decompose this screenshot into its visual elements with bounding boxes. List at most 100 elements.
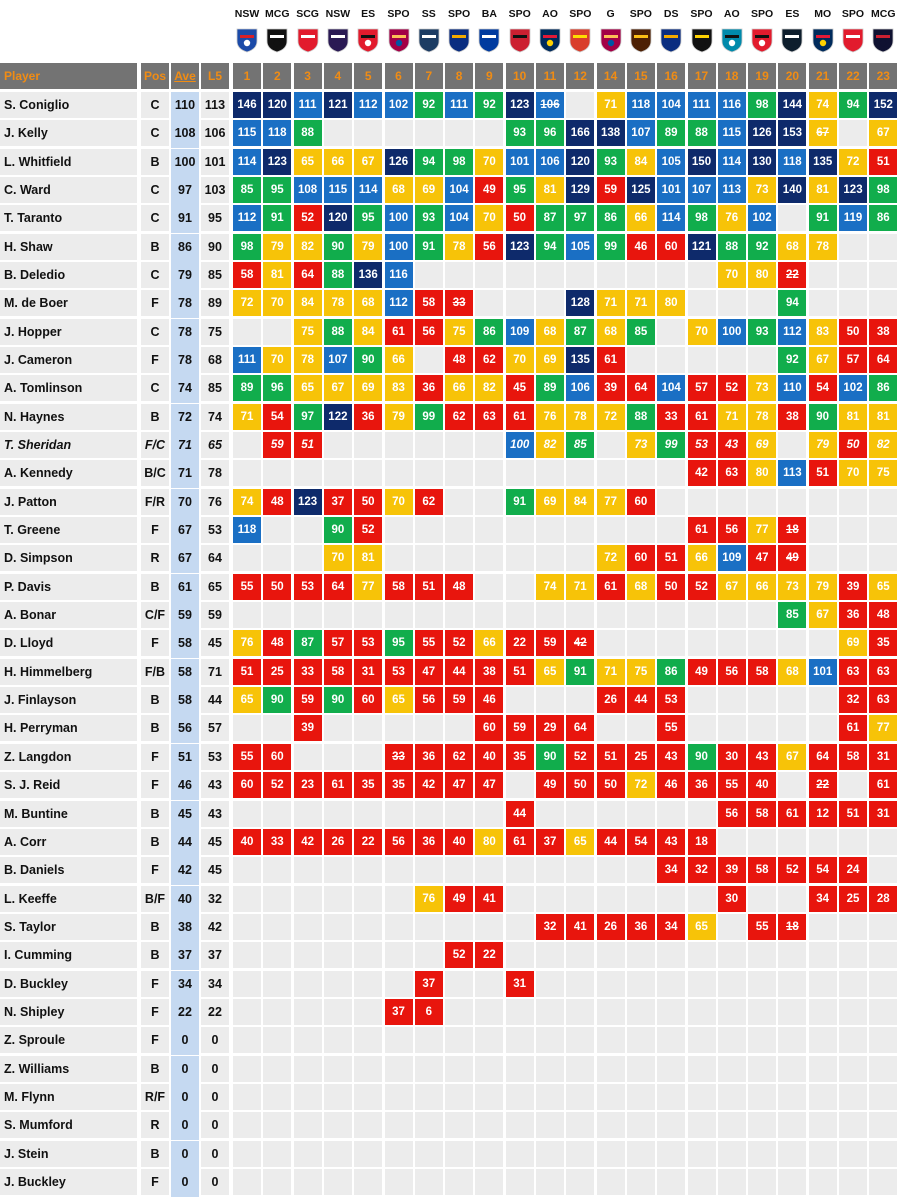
score-cell: 104 xyxy=(445,177,474,204)
cell-background xyxy=(384,715,413,742)
cell-background xyxy=(263,942,292,969)
player-position: F/B xyxy=(144,664,166,679)
player-name[interactable]: Z. Williams xyxy=(4,1061,70,1076)
player-name[interactable]: S. J. Reid xyxy=(4,778,61,793)
score-cell: 70 xyxy=(384,488,413,515)
cell-background xyxy=(778,1112,807,1139)
player-position: C xyxy=(150,211,160,226)
score-cell: 72 xyxy=(839,148,867,175)
cell-background xyxy=(869,1055,898,1082)
cell-background xyxy=(384,517,413,544)
player-name[interactable]: D. Lloyd xyxy=(4,636,54,651)
score-cell: 78 xyxy=(748,403,777,430)
player-name[interactable]: J. Stein xyxy=(4,1146,49,1161)
cell-background xyxy=(536,262,564,289)
player-name[interactable]: T. Sheridan xyxy=(4,438,72,453)
cell-background xyxy=(536,857,564,884)
player-name[interactable]: J. Buckley xyxy=(4,1174,66,1189)
player-name[interactable]: J. Finlayson xyxy=(4,693,77,708)
cell-background xyxy=(475,1140,504,1167)
player-name[interactable]: S. Coniglio xyxy=(4,98,70,112)
player-name[interactable]: D. Simpson xyxy=(4,551,73,566)
score-cell: 102 xyxy=(384,92,413,118)
player-name[interactable]: M. Flynn xyxy=(4,1089,55,1104)
player-position: F xyxy=(151,523,159,538)
player-name[interactable]: J. Patton xyxy=(4,494,57,509)
player-name[interactable]: C. Ward xyxy=(4,183,51,198)
score-cell: 76 xyxy=(414,885,443,912)
player-name[interactable]: S. Taylor xyxy=(4,919,56,934)
player-name[interactable]: Z. Langdon xyxy=(4,749,72,764)
player-name[interactable]: T. Taranto xyxy=(4,211,63,226)
score-cell: 66 xyxy=(323,148,352,175)
player-average: 37 xyxy=(178,948,192,963)
player-name[interactable]: M. de Boer xyxy=(4,296,68,311)
cell-background xyxy=(475,602,504,629)
score-cell: 122 xyxy=(323,403,352,430)
player-name[interactable]: N. Haynes xyxy=(4,409,65,424)
score-cell: 81 xyxy=(869,403,898,430)
cell-background xyxy=(323,998,352,1025)
player-name[interactable]: A. Bonar xyxy=(4,608,57,623)
score-cell: 72 xyxy=(626,772,655,799)
header-ave[interactable]: Ave xyxy=(171,63,199,89)
cell-background xyxy=(536,970,564,997)
player-name[interactable]: L. Keeffe xyxy=(4,891,57,906)
player-name[interactable]: S. Mumford xyxy=(4,1118,73,1133)
score-cell: 26 xyxy=(596,913,625,940)
player-name[interactable]: H. Shaw xyxy=(4,239,53,254)
player-average: 45 xyxy=(178,806,192,821)
score-cell: 77 xyxy=(748,517,777,544)
player-name[interactable]: A. Kennedy xyxy=(4,466,73,481)
cell-background xyxy=(839,1083,867,1110)
score-cell: 79 xyxy=(808,432,837,459)
cell-background xyxy=(263,1112,292,1139)
cell-background xyxy=(384,913,413,940)
player-name[interactable]: H. Perryman xyxy=(4,721,78,736)
player-name[interactable]: J. Hopper xyxy=(4,324,62,339)
player-name[interactable]: B. Deledio xyxy=(4,268,66,283)
table-row xyxy=(0,942,900,971)
player-name[interactable]: A. Corr xyxy=(4,834,47,849)
player-average: 100 xyxy=(174,154,196,169)
cell-background xyxy=(839,262,867,289)
player-name[interactable]: J. Cameron xyxy=(4,353,73,368)
cell-background xyxy=(626,1112,655,1139)
score-cell: 138 xyxy=(596,120,625,147)
cell-background xyxy=(505,998,534,1025)
score-cell: 72 xyxy=(233,290,261,317)
player-name[interactable]: N. Shipley xyxy=(4,1004,65,1019)
player-name[interactable]: D. Buckley xyxy=(4,976,68,991)
player-name[interactable]: L. Whitfield xyxy=(4,154,72,169)
score-cell: 88 xyxy=(717,233,746,260)
score-cell: 71 xyxy=(596,92,625,118)
cell-background xyxy=(869,1140,898,1167)
cell-background xyxy=(626,460,655,487)
row-background xyxy=(141,148,169,175)
score-cell: 66 xyxy=(445,375,474,402)
score-cell: 106 xyxy=(536,148,564,175)
score-cell: 36 xyxy=(839,602,867,629)
cell-background xyxy=(596,432,625,459)
player-name[interactable]: M. Buntine xyxy=(4,806,68,821)
cell-background xyxy=(354,885,383,912)
player-name[interactable]: Z. Sproule xyxy=(4,1033,66,1048)
cell-background xyxy=(748,1112,777,1139)
port-adelaide-logo-icon xyxy=(719,27,745,53)
score-cell: 22 xyxy=(505,630,534,657)
player-name[interactable]: T. Greene xyxy=(4,523,61,538)
player-last-five: 65 xyxy=(208,438,222,453)
cell-background xyxy=(445,1027,474,1054)
player-name[interactable]: B. Daniels xyxy=(4,863,65,878)
score-cell: 46 xyxy=(626,233,655,260)
cell-background xyxy=(536,1140,564,1167)
player-name[interactable]: J. Kelly xyxy=(4,126,48,141)
player-name[interactable]: I. Cumming xyxy=(4,948,73,963)
score-cell: 121 xyxy=(323,92,352,118)
player-name[interactable]: H. Himmelberg xyxy=(4,664,93,679)
score-cell: 32 xyxy=(687,857,716,884)
player-name[interactable]: P. Davis xyxy=(4,579,52,594)
player-name[interactable]: A. Tomlinson xyxy=(4,381,83,396)
score-cell: 64 xyxy=(869,347,898,374)
cell-background xyxy=(869,488,898,515)
